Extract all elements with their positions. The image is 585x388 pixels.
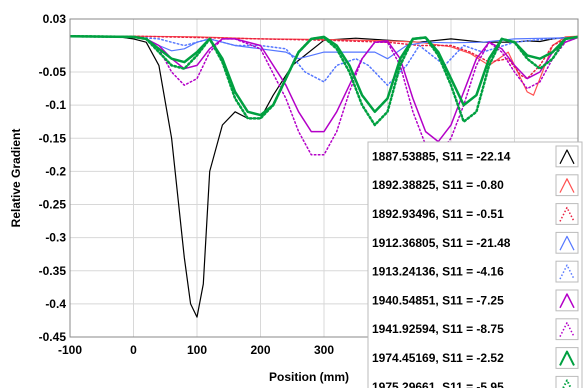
legend-swatch [559, 350, 575, 366]
y-tick-label: -0.1 [45, 98, 66, 112]
y-tick-label: -0.3 [45, 231, 66, 245]
legend-label: 1913.24136, S11 = -4.16 [372, 265, 504, 279]
legend-label: 1912.36805, S11 = -21.48 [372, 236, 511, 250]
legend-label: 1941.92594, S11 = -8.75 [372, 322, 504, 336]
y-tick-label: -0.2 [45, 164, 66, 178]
legend-swatch [562, 379, 572, 388]
legend-swatch-box [555, 318, 579, 341]
series-line-3 [70, 35, 578, 80]
legend-label: 1892.38825, S11 = -0.80 [372, 178, 504, 192]
y-tick-label: -0.05 [39, 65, 67, 79]
legend-swatch [559, 178, 575, 193]
legend-swatch-box [555, 174, 579, 197]
legend-label: 1887.53885, S11 = -22.14 [372, 149, 511, 163]
legend-swatch-box [555, 203, 579, 225]
legend-swatch-box [555, 145, 579, 168]
legend-swatch [559, 206, 575, 222]
legend: 1887.53885, S11 = -22.14 1892.38825, S11 … [367, 141, 583, 388]
legend-swatch [559, 149, 575, 165]
legend-label: 1892.93496, S11 = -0.51 [372, 207, 504, 221]
y-tick-label: -0.15 [39, 131, 67, 145]
x-tick-label: 300 [314, 343, 334, 357]
legend-label: 1975.29661, S11 = -5.95 [372, 380, 504, 388]
x-tick-label: 100 [187, 343, 207, 357]
x-tick-label: 200 [250, 343, 270, 357]
y-tick-label: -0.35 [39, 264, 67, 278]
legend-swatch-box [555, 231, 579, 254]
series-line-5 [70, 35, 578, 86]
x-tick-label: -100 [58, 343, 82, 357]
series-line-9 [70, 34, 578, 127]
tick-labels: -10001002003004000.03-0.05-0.1-0.15-0.2-… [39, 12, 398, 357]
y-axis-title: Relative Gradient [9, 129, 23, 228]
legend-swatch [559, 235, 575, 251]
legend-swatch [559, 293, 575, 309]
x-axis-title: Position (mm) [269, 370, 349, 384]
y-tick-label: -0.45 [39, 330, 67, 344]
legend-swatch-box [555, 289, 579, 312]
y-tick-label: -0.4 [45, 297, 66, 311]
legend-swatch [559, 264, 575, 280]
y-tick-label: 0.03 [43, 12, 67, 26]
x-tick-label: 0 [130, 343, 137, 357]
legend-label: 1974.45169, S11 = -2.52 [372, 351, 504, 365]
legend-label: 1940.54851, S11 = -7.25 [372, 293, 504, 307]
y-tick-label: -0.25 [39, 198, 67, 212]
series-line-4 [70, 35, 578, 60]
legend-swatch [559, 322, 575, 337]
series-lines [70, 34, 578, 318]
legend-swatch-box [555, 260, 579, 283]
legend-box [367, 141, 583, 388]
legend-swatch-box [555, 375, 579, 388]
series-line-7 [70, 35, 578, 156]
